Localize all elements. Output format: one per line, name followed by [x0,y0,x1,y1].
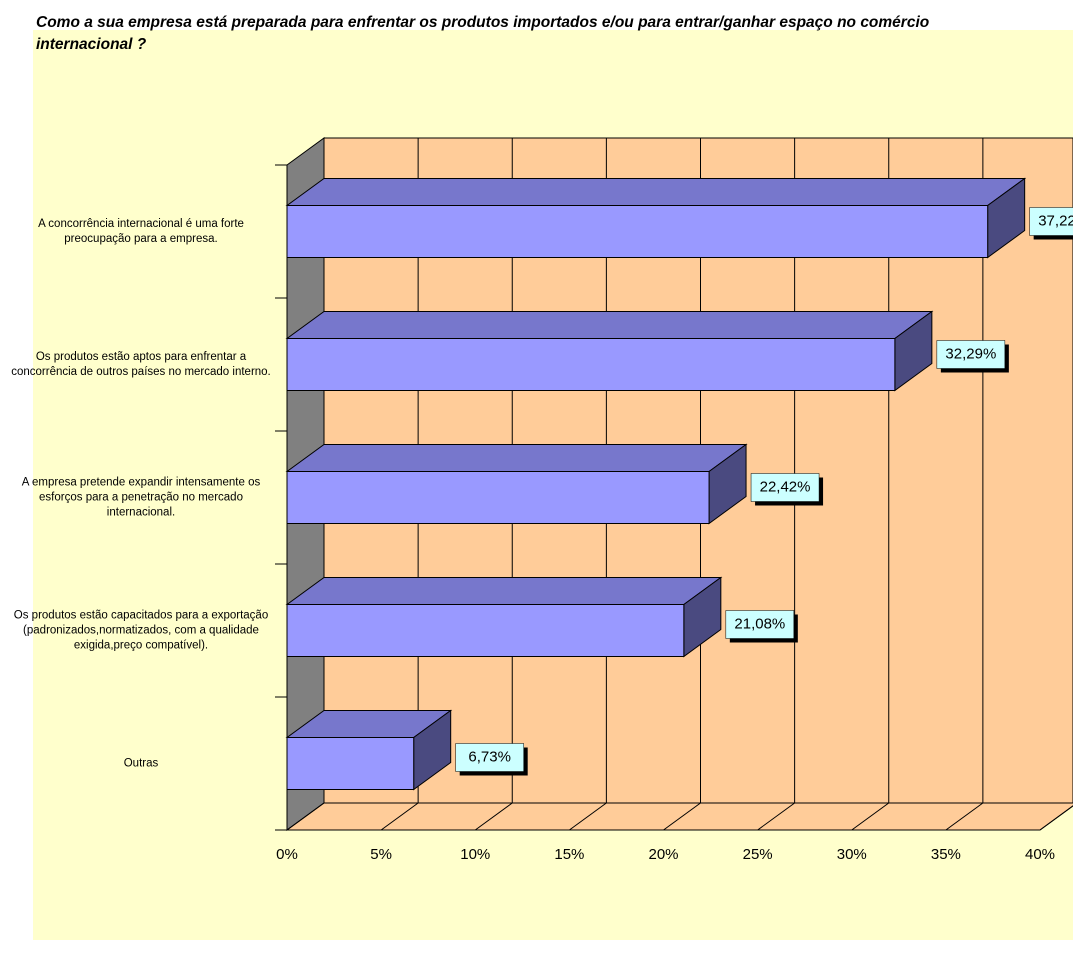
floor-grid-line [569,802,607,831]
bar [286,604,685,657]
y-tick-label: A concorrência internacional é uma forte… [38,217,244,245]
bar [286,737,415,790]
x-tick-label: 35% [931,846,961,863]
value-label: 6,73% [468,748,511,765]
floor-grid-line [945,802,984,831]
bar [286,205,989,258]
value-label: 21,08% [734,615,785,632]
bar [286,471,710,524]
value-label-box [750,473,820,502]
bar-top [285,577,723,605]
y-tick-label: Os produtos estão capacitados para a exp… [13,609,269,651]
x-tick-label: 20% [648,846,678,863]
x-tick-label: 5% [370,846,392,863]
x-tick-label: 10% [460,846,490,863]
value-label-box [725,610,795,639]
x-tick-label: 25% [743,846,773,863]
x-tick-label: 30% [837,846,867,863]
y-tick-label: Outras [123,757,159,769]
bar [286,338,896,391]
value-label: 37,22% [1038,212,1073,229]
y-tick-label: Os produtos estão aptos para enfrentar a… [11,350,271,378]
value-label-box [936,340,1006,369]
floor-grid-line [286,802,325,831]
bar-top [285,311,934,339]
bar-top [285,178,1027,206]
value-label-box [1029,207,1073,236]
x-tick-label: 40% [1025,846,1055,863]
floor-grid-line [380,802,419,831]
y-tick-label: A empresa pretende expandir intensamente… [21,476,261,518]
bar-top [285,444,748,472]
floor-grid-line [663,802,701,831]
value-label: 32,29% [945,345,996,362]
floor-grid-line [851,802,890,831]
value-label-box [455,743,524,772]
value-label: 22,42% [760,478,811,495]
x-tick-label: 15% [554,846,584,863]
floor-grid-line [757,802,795,831]
floor [285,802,1073,831]
floor-grid-line [474,802,513,831]
x-tick-label: 0% [276,846,298,863]
floor-grid-line [1039,805,1073,831]
chart-title: Como a sua empresa está preparada para e… [36,14,930,53]
